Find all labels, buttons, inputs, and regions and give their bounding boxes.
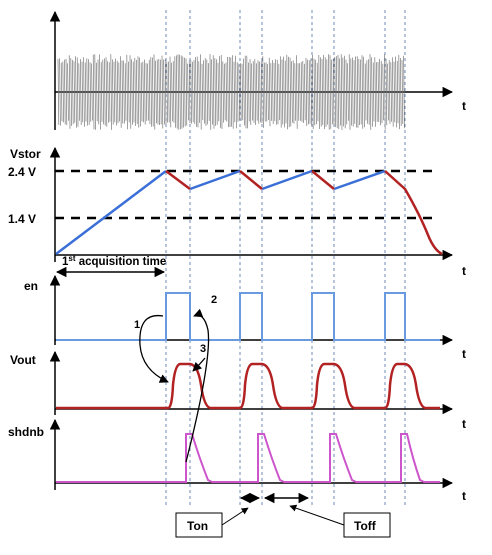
vstor-recharge-segments [189, 169, 386, 191]
shdnb-title: shdnb [8, 425, 44, 439]
input-t-label: t [462, 99, 466, 113]
en-t-label: t [462, 347, 466, 361]
vstor-level-low-label: 1.4 V [8, 212, 36, 226]
arrow-1 [139, 314, 169, 383]
acquisition-time-label: 1st acquisition time [62, 254, 166, 268]
shdnb-panel: shdnb t [8, 418, 466, 503]
en-panel: en t [24, 274, 466, 361]
input-signal-panel: t [49, 10, 466, 130]
arrow-3-label: 3 [200, 343, 206, 355]
toff-pointer [289, 504, 345, 526]
vstor-title: Vstor [10, 147, 41, 161]
vstor-level-high-label: 2.4 V [8, 165, 36, 179]
noise-strokes [57, 54, 405, 130]
shdnb-t-label: t [462, 489, 466, 503]
vstor-panel: Vstor 2.4 V 1.4 V t 1st acquisition time [8, 146, 466, 278]
time-guide-lines [165, 10, 406, 505]
arrow-2 [185, 308, 210, 463]
vstor-charge-rise [55, 170, 167, 255]
vout-panel: Vout t [10, 350, 466, 431]
vout-t-label: t [462, 417, 466, 431]
vstor-discharge-segments [165, 170, 443, 256]
arrow-2-label: 2 [211, 294, 217, 306]
en-pulse-train [56, 292, 440, 341]
arrow-1-label: 1 [134, 319, 140, 331]
toff-box [343, 512, 391, 538]
shdnb-waveform [56, 433, 440, 483]
vstor-t-label: t [462, 264, 466, 278]
toff-label: Toff [354, 519, 377, 533]
arrow-3 [192, 357, 206, 372]
en-title: en [24, 279, 38, 293]
input-noise-waveform [57, 54, 405, 130]
ton-label: Ton [187, 519, 208, 533]
ton-toff-annotations: Ton Toff [175, 492, 391, 538]
vout-title: Vout [10, 353, 36, 367]
vout-waveform [56, 362, 440, 410]
ton-pointer [221, 507, 249, 526]
causality-arrows: 1 2 3 [134, 294, 217, 463]
